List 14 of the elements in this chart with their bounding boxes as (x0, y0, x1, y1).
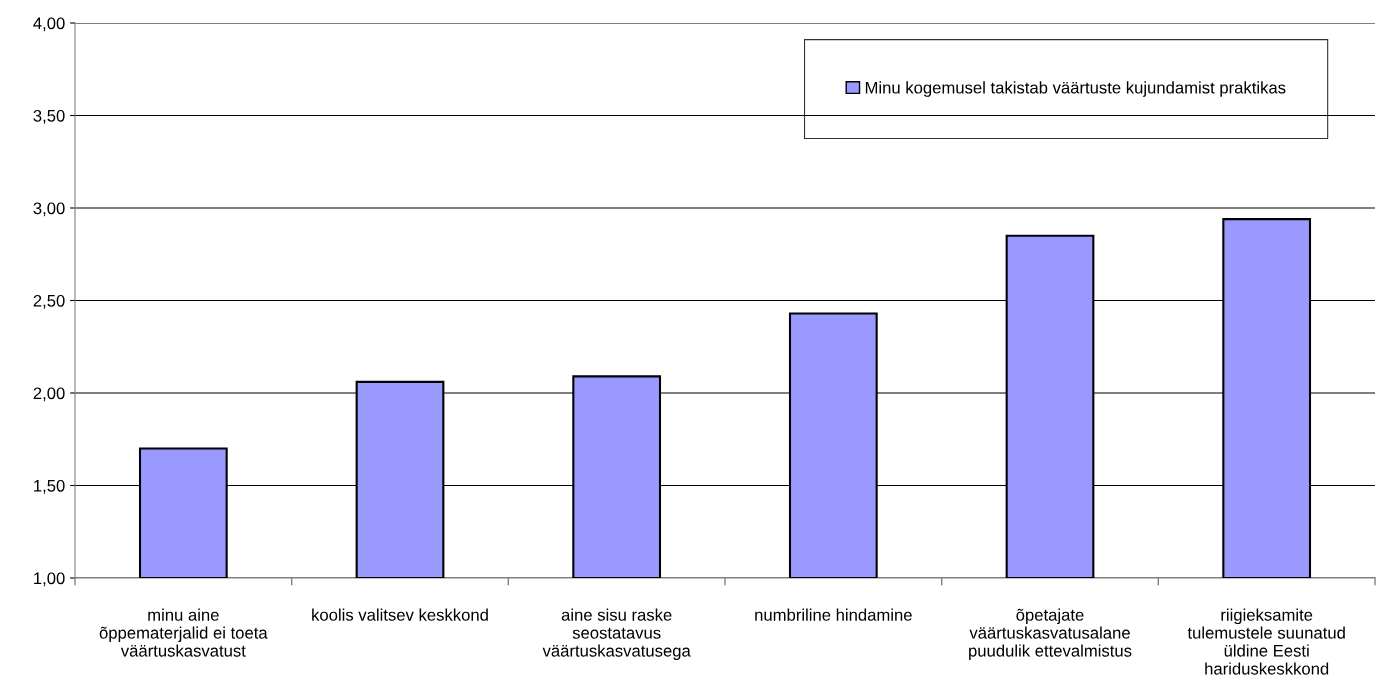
y-tick-label: 2,00 (33, 387, 65, 402)
x-tick-label: numbriline hindamine (755, 608, 912, 621)
x-tick-label: õpetajate väärtuskasvatusalane puudulik ettevalmistus (969, 608, 1132, 660)
y-tick-label: 1,00 (34, 572, 65, 587)
x-tick-label: minu aine õppematerjalid ei toeta väärtuskasvatust (99, 608, 268, 657)
x-tick-label: koolis valitsev keskkond (312, 608, 488, 621)
x-tick-label: aine sisu raske seostatavus väärtuskasvatusega (542, 608, 691, 660)
y-tick-label: 3,50 (33, 109, 65, 124)
legend-label: Minu kogemusel takistab väärtuste kujundamist praktikas (865, 81, 1286, 97)
y-tick-label: 1,50 (34, 479, 65, 494)
y-tick-label: 3,00 (33, 202, 65, 217)
x-tick-label: riigieksamite tulemustele suunatud üldine Eesti hariduskeskkond (1187, 608, 1345, 675)
y-tick-label: 2,50 (33, 294, 65, 309)
y-tick-label: 4,00 (33, 17, 65, 32)
